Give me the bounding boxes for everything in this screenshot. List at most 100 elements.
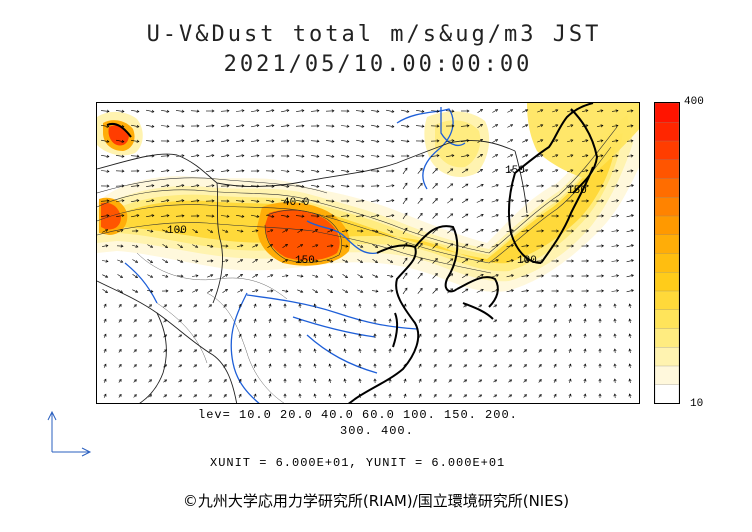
wind-arrow-head (541, 184, 545, 188)
wind-arrow-head (495, 259, 499, 262)
wind-arrow-head (421, 109, 425, 113)
wind-arrow-head (523, 379, 527, 383)
wind-arrow-head (510, 214, 514, 218)
wind-arrow-head (238, 333, 242, 337)
wind-arrow (220, 215, 230, 217)
wind-arrow-head (358, 393, 362, 397)
wind-arrow (266, 199, 274, 203)
wind-arrow-head (628, 303, 632, 307)
wind-arrow (311, 169, 319, 173)
wind-arrow-head (494, 319, 498, 323)
wind-arrow-head (510, 229, 514, 233)
wind-arrow (176, 170, 184, 172)
wind-arrow-head (331, 109, 335, 113)
wind-arrow-head (300, 290, 304, 293)
wind-arrow-head (419, 287, 423, 291)
wind-arrow (569, 393, 571, 399)
wind-arrow (326, 154, 334, 158)
wind-arrow-head (613, 393, 617, 397)
wind-arrow-head (226, 124, 230, 128)
wind-arrow (538, 394, 542, 398)
wind-arrow-head (179, 379, 183, 383)
wind-arrow-head (510, 184, 514, 188)
wind-arrow-head (241, 214, 245, 218)
wind-arrow (341, 140, 349, 142)
wind-arrow-head (585, 154, 589, 158)
wind-arrow (220, 125, 230, 127)
wind-arrow (116, 124, 124, 128)
wind-arrow-head (106, 169, 110, 173)
wind-arrow-head (331, 124, 335, 128)
wind-arrow-head (316, 124, 320, 128)
wind-arrow-head (164, 304, 168, 308)
wind-arrow-head (434, 168, 438, 171)
wind-arrow (115, 200, 125, 202)
wind-arrow-head (540, 154, 544, 158)
wind-arrow (537, 139, 543, 143)
wind-arrow-head (403, 333, 407, 337)
wind-arrow-head (119, 290, 123, 293)
wind-arrow (523, 364, 527, 368)
wind-arrow (148, 394, 152, 398)
wind-arrow-head (465, 183, 469, 187)
wind-arrow (521, 245, 529, 247)
wind-arrow (160, 125, 170, 127)
wind-arrow (178, 394, 182, 398)
wind-arrow-head (556, 214, 560, 218)
wind-arrow-head (313, 348, 317, 352)
wind-arrow-head (479, 123, 483, 127)
wind-arrow (629, 303, 631, 309)
contour-label: 150 (505, 165, 525, 177)
wind-arrow-head (404, 197, 408, 201)
wind-arrow-head (268, 333, 272, 337)
map-canvas: 40.0 150 150 150 100 100 (97, 103, 639, 403)
wind-arrow-head (361, 199, 365, 203)
wind-arrow (147, 244, 153, 248)
wind-arrow (626, 244, 634, 248)
wind-arrow-head (358, 378, 362, 382)
wind-arrow (267, 274, 273, 278)
wind-arrow-head (164, 334, 168, 338)
wind-arrow-head (328, 393, 332, 397)
wind-arrow (552, 124, 558, 128)
wind-arrow-head (376, 124, 380, 128)
wind-arrow-head (151, 169, 155, 173)
wind-arrow-head (241, 154, 245, 158)
wind-arrow-head (285, 289, 289, 293)
wind-arrow (133, 304, 137, 308)
wind-arrow-head (133, 379, 137, 383)
wind-arrow-head (538, 394, 542, 397)
wind-arrow (506, 214, 514, 218)
wind-arrow-head (225, 244, 229, 248)
wind-arrow (491, 184, 499, 188)
wind-arrow-head (494, 334, 498, 338)
wind-arrow (552, 109, 558, 113)
wind-arrow (359, 348, 361, 354)
wind-arrow-head (211, 199, 215, 203)
wind-arrow (433, 349, 437, 353)
wind-arrow-head (179, 230, 183, 233)
wind-arrow (359, 393, 361, 399)
wind-arrow-head (418, 318, 422, 322)
wind-arrow-head (210, 244, 214, 248)
wind-arrow (282, 229, 288, 233)
wind-arrow (597, 125, 603, 127)
wind-arrow-head (315, 259, 319, 263)
wind-arrow (118, 334, 122, 338)
wind-arrow-head (419, 227, 423, 231)
wind-arrow-head (315, 274, 319, 278)
wind-arrow (418, 349, 422, 353)
wind-arrow-head (391, 184, 395, 188)
wind-arrow-head (464, 379, 468, 383)
wind-arrow-head (316, 199, 320, 203)
wind-arrow (251, 140, 259, 142)
wind-arrow (311, 185, 319, 187)
wind-arrow (476, 199, 484, 203)
wind-arrow-head (151, 199, 155, 203)
wind-arrow (251, 214, 259, 218)
wind-arrow-head (466, 124, 470, 128)
wind-arrow-head (480, 183, 484, 187)
wind-arrow-head (541, 244, 545, 248)
wind-arrow (447, 288, 453, 294)
wind-arrow (553, 304, 557, 308)
